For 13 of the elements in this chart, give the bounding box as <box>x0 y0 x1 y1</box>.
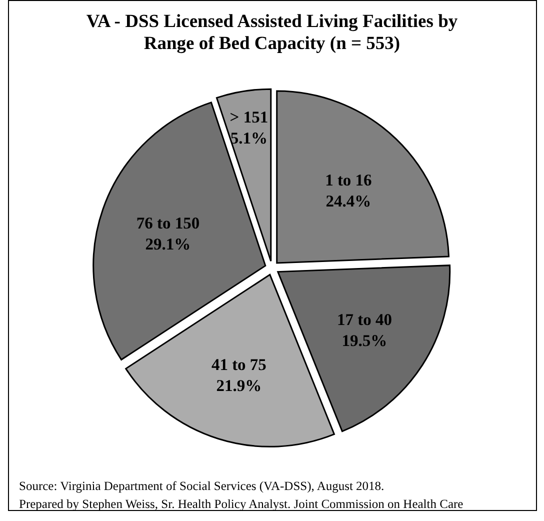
slice-label: 76 to 150 <box>136 214 200 233</box>
slice-label: 1 to 16 <box>325 170 372 190</box>
data-label: 5.1% <box>230 128 268 148</box>
data-label: 19.5% <box>342 330 388 350</box>
slice-label: > 151 <box>230 107 268 126</box>
chart-title: VA - DSS Licensed Assisted Living Facilities by Range of Bed Capacity (n = 553) <box>86 12 458 54</box>
slice-label: 41 to 75 <box>211 355 266 374</box>
data-label: 24.4% <box>326 192 372 211</box>
data-label: 29.1% <box>145 234 191 254</box>
source-note: Source: Virginia Department of Social Services (VA-DSS), August 2018. <box>19 479 384 493</box>
data-label: 21.9% <box>216 376 262 396</box>
text: Prepared by Stephen Weiss, Sr. Health Policy Analyst. Joint Commission on Health Care <box>19 497 464 511</box>
slice-label: 17 to 40 <box>336 310 392 329</box>
